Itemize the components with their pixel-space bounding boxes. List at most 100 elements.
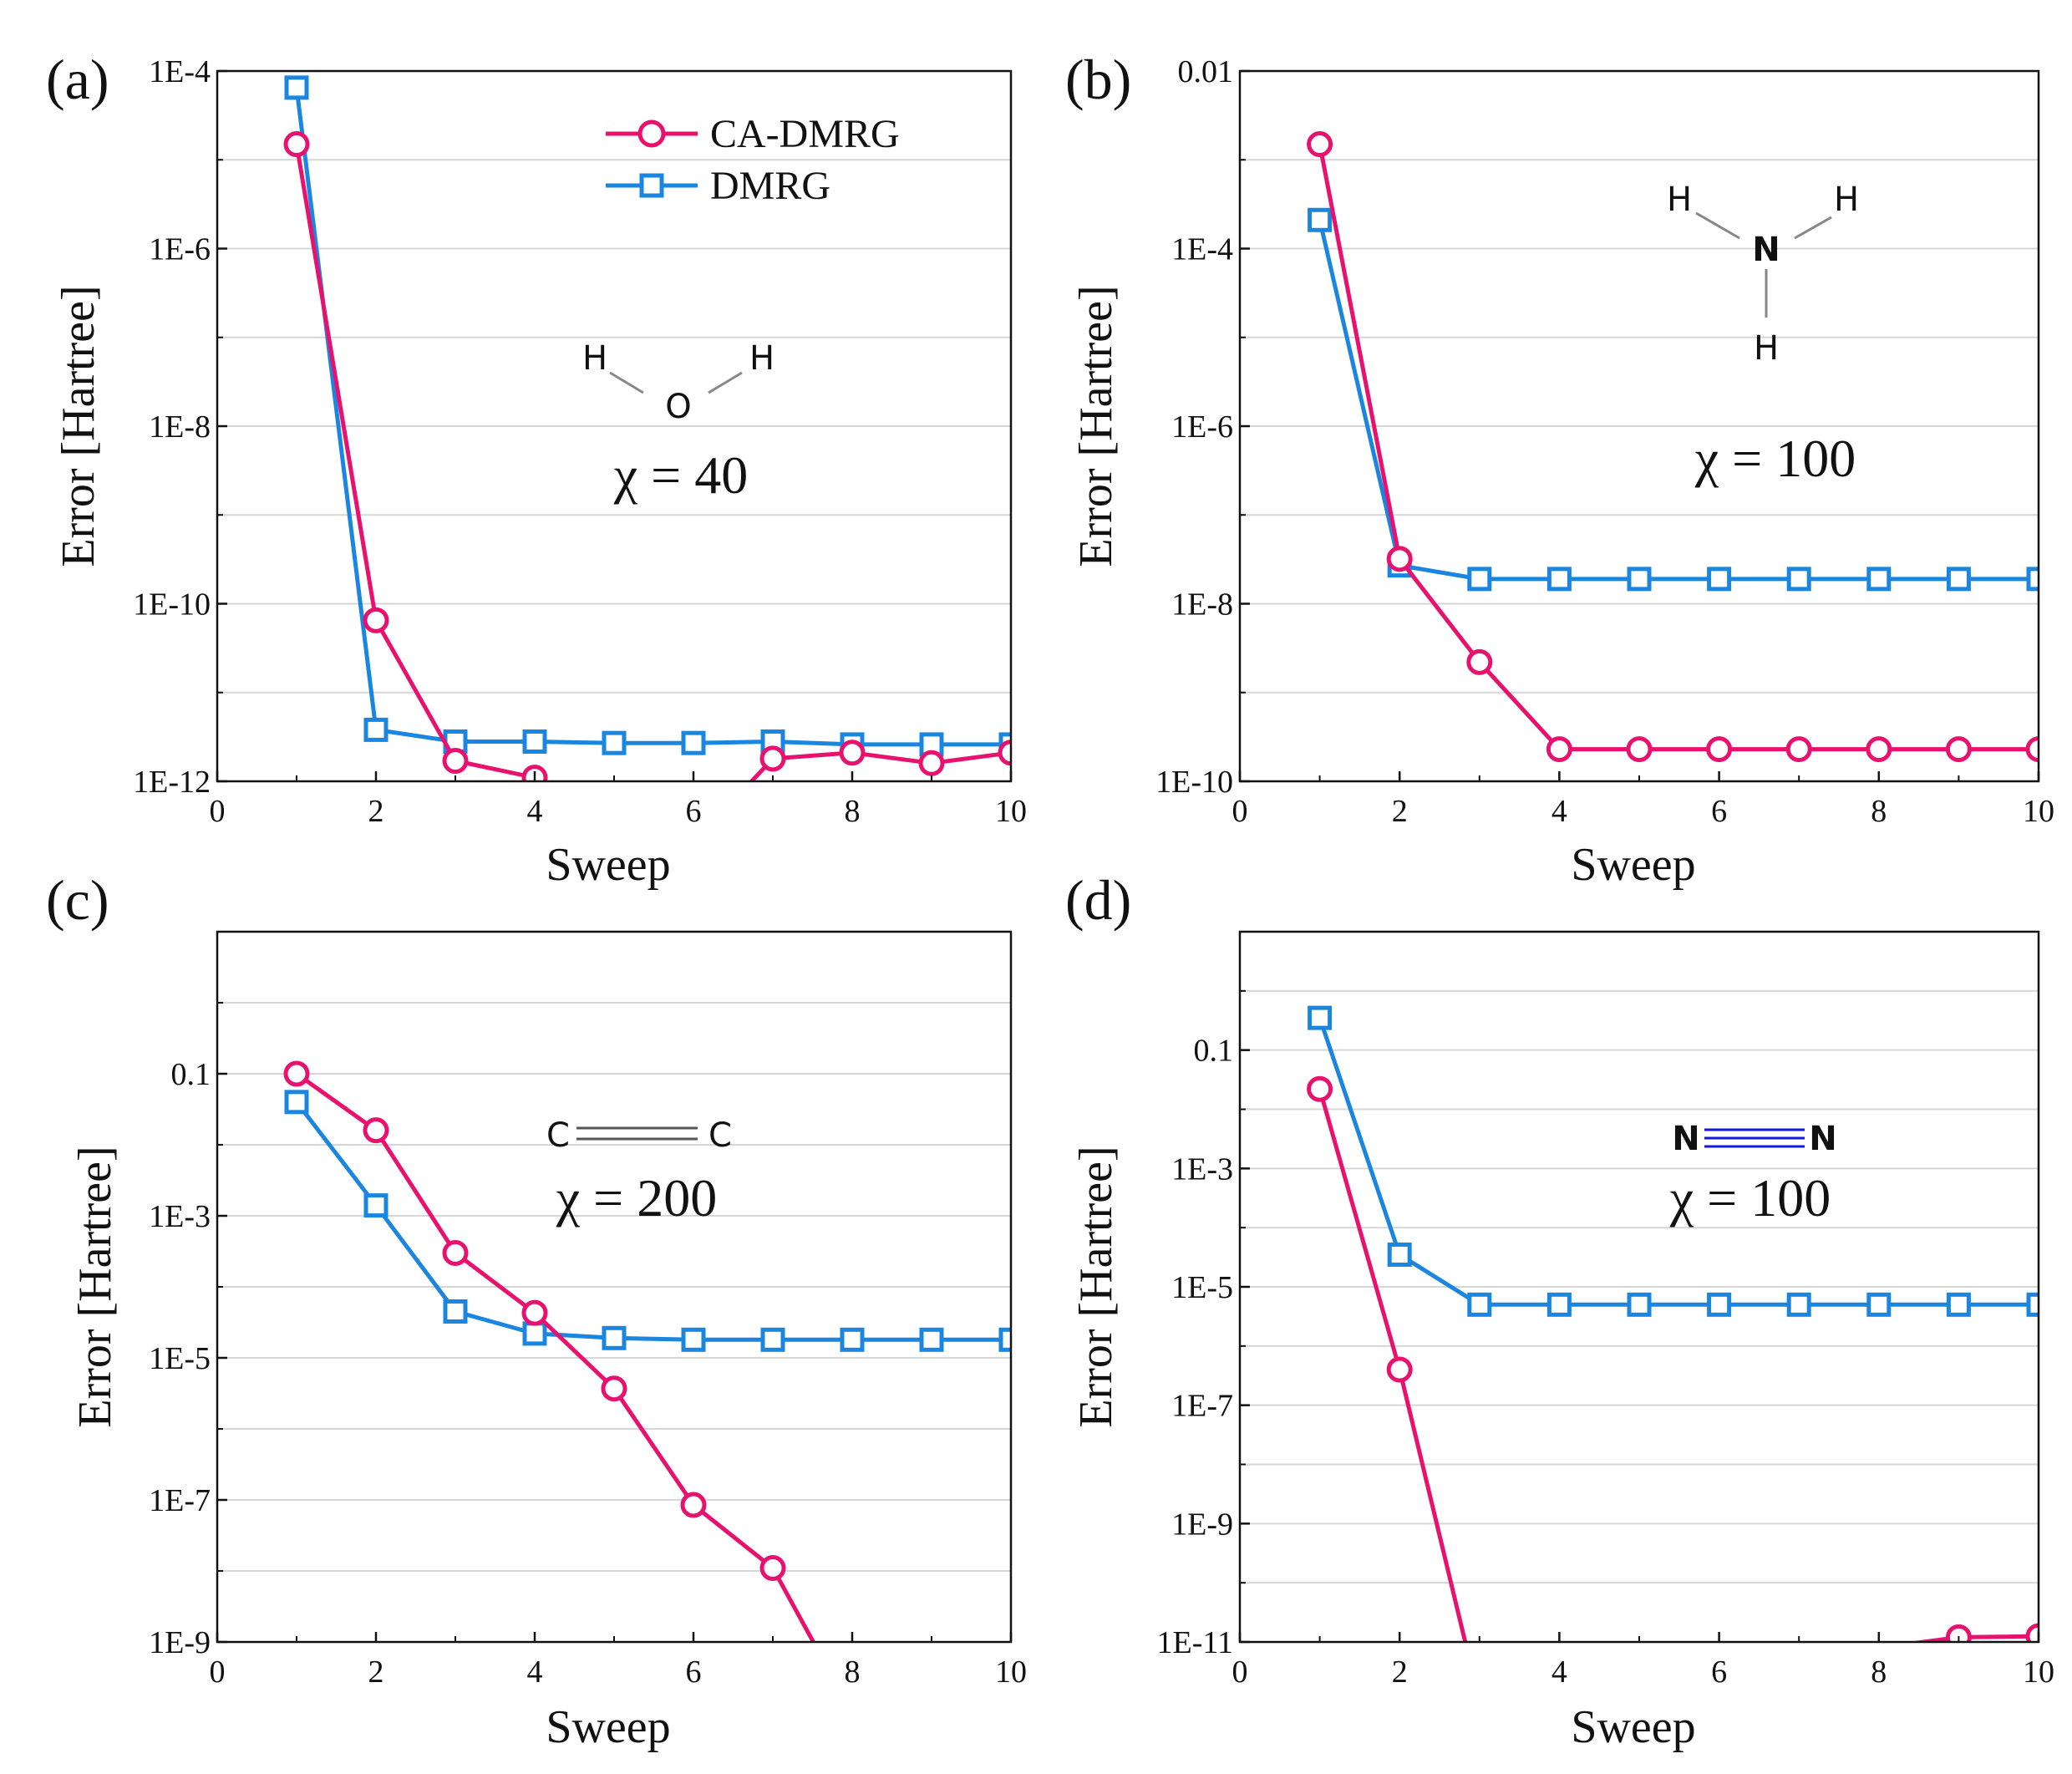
dmrg-point bbox=[840, 1327, 865, 1352]
dmrg-line bbox=[294, 87, 1011, 747]
ca-dmrg-point bbox=[442, 748, 469, 775]
ca-dmrg-point bbox=[841, 1702, 863, 1724]
y-tick-label: 1E-3 bbox=[149, 1199, 211, 1234]
y-tick-label: 1E-9 bbox=[149, 1625, 211, 1660]
dmrg-point bbox=[602, 1325, 627, 1350]
x-tick-label: 2 bbox=[1392, 794, 1408, 829]
atom-h-left: H bbox=[582, 339, 607, 378]
bond-oh-left bbox=[609, 371, 644, 394]
ca-dmrg-point bbox=[759, 745, 786, 772]
dmrg-point bbox=[522, 729, 547, 754]
dmrg-point bbox=[1546, 1292, 1572, 1317]
dmrg-point bbox=[1866, 1292, 1892, 1317]
dmrg-point bbox=[1308, 1005, 1333, 1030]
dmrg-line bbox=[1318, 219, 2039, 582]
atom-h-left: H bbox=[1667, 180, 1692, 219]
dmrg-point bbox=[1308, 207, 1333, 232]
panel-d-molecule: N N bbox=[1672, 1120, 1836, 1158]
panel-d-ylabel: Error [Hartree] bbox=[1070, 1146, 1122, 1427]
y-tick-label: 1E-7 bbox=[149, 1483, 211, 1518]
atom-h-bottom: H bbox=[1754, 329, 1779, 368]
y-tick-label: 1E-11 bbox=[1157, 1625, 1233, 1660]
ca-dmrg-point bbox=[1706, 736, 1733, 763]
panel-a-label: (a) bbox=[46, 48, 109, 111]
panel-d-xlabel: Sweep bbox=[1571, 1701, 1695, 1753]
x-tick-label: 2 bbox=[368, 794, 384, 829]
ca-dmrg-point bbox=[1546, 736, 1572, 763]
dmrg-point bbox=[602, 730, 627, 755]
x-tick-label: 4 bbox=[527, 1655, 543, 1690]
ca-dmrg-point bbox=[1307, 1075, 1333, 1102]
panel-d-ticks: 0.1 1E-3 1E-5 1E-7 1E-9 1E-110 2 4 6 8 10 bbox=[1157, 931, 2054, 1690]
x-tick-label: 6 bbox=[1711, 1655, 1727, 1690]
dmrg-point bbox=[363, 1193, 388, 1218]
dmrg-point bbox=[284, 75, 309, 100]
x-tick-label: 6 bbox=[686, 794, 702, 829]
dmrg-point bbox=[760, 1327, 785, 1352]
ca-dmrg-point bbox=[683, 832, 704, 854]
dmrg-point bbox=[1546, 567, 1572, 592]
ca-dmrg-point bbox=[521, 1299, 548, 1326]
panel-b-xlabel: Sweep bbox=[1571, 839, 1695, 891]
dmrg-point bbox=[998, 1327, 1011, 1352]
panel-d-series bbox=[1307, 1005, 2039, 1642]
ca-dmrg-point bbox=[759, 1554, 786, 1581]
atom-c-right: C bbox=[708, 1116, 732, 1155]
ca-dmrg-point bbox=[1386, 546, 1413, 572]
dmrg-point bbox=[284, 1090, 309, 1115]
ca-dmrg-point bbox=[283, 131, 310, 158]
x-tick-label: 4 bbox=[1551, 794, 1567, 829]
panel-a-legend: CA-DMRG DMRG bbox=[606, 112, 900, 208]
panel-a-grid bbox=[217, 159, 1011, 694]
panel-b-series bbox=[1307, 131, 2039, 763]
ca-dmrg-line bbox=[1318, 144, 2039, 752]
y-tick-label: 1E-7 bbox=[1171, 1389, 1233, 1424]
ca-dmrg-point bbox=[363, 607, 389, 633]
ca-dmrg-point bbox=[2025, 1623, 2039, 1642]
x-tick-label: 2 bbox=[1392, 1655, 1408, 1690]
dmrg-point bbox=[2026, 567, 2039, 592]
x-tick-label: 6 bbox=[686, 1655, 702, 1690]
dmrg-point bbox=[1866, 567, 1892, 592]
y-tick-label: 1E-8 bbox=[149, 409, 211, 445]
panel-c-xlabel: Sweep bbox=[546, 1701, 670, 1753]
panel-c-ylabel: Error [Hartree] bbox=[69, 1146, 121, 1427]
panel-b-label: (b) bbox=[1065, 48, 1131, 111]
ca-dmrg-point bbox=[2025, 736, 2039, 763]
x-tick-label: 8 bbox=[1871, 794, 1887, 829]
y-tick-label: 1E-5 bbox=[1171, 1270, 1233, 1305]
dmrg-point bbox=[681, 1327, 706, 1352]
dmrg-point bbox=[1946, 567, 1971, 592]
panel-b-grid bbox=[1240, 159, 2039, 694]
panel-c-series bbox=[283, 1060, 1011, 1724]
panel-d-grid bbox=[1240, 989, 2039, 1584]
panel-b: 0.01 1E-4 1E-6 1E-8 1E-100 2 4 6 8 10 (b) Sweep E… bbox=[1065, 48, 2054, 891]
panel-c-grid bbox=[217, 1002, 1011, 1572]
x-tick-label: 0 bbox=[1232, 1655, 1248, 1690]
ca-dmrg-line bbox=[294, 144, 1011, 781]
ca-dmrg-point bbox=[1626, 736, 1653, 763]
panel-d-label: (d) bbox=[1065, 868, 1131, 932]
ca-dmrg-point bbox=[1866, 736, 1892, 763]
panel-a-ticks: 1E-4 1E-6 1E-8 1E-10 1E-120 2 4 6 8 10 bbox=[133, 54, 1027, 829]
x-tick-label: 2 bbox=[368, 1655, 384, 1690]
dmrg-point bbox=[1627, 1292, 1652, 1317]
x-tick-label: 8 bbox=[1871, 1655, 1887, 1690]
y-tick-label: 1E-5 bbox=[149, 1341, 211, 1376]
bond-oh-right bbox=[708, 371, 743, 394]
dmrg-line bbox=[1318, 1017, 2039, 1307]
x-tick-label: 4 bbox=[1551, 1655, 1567, 1690]
ca-dmrg-point bbox=[918, 750, 945, 776]
ca-dmrg-point bbox=[839, 740, 866, 766]
y-tick-label: 1E-10 bbox=[1155, 765, 1233, 800]
y-tick-label: 0.1 bbox=[171, 1057, 211, 1092]
x-tick-label: 10 bbox=[2023, 1655, 2054, 1690]
x-tick-label: 8 bbox=[845, 794, 861, 829]
panel-d-chi: χ = 100 bbox=[1669, 1168, 1831, 1228]
x-tick-label: 0 bbox=[210, 1655, 226, 1690]
dmrg-point bbox=[1627, 567, 1652, 592]
atom-n: N bbox=[1752, 231, 1780, 269]
x-tick-label: 10 bbox=[2023, 794, 2054, 829]
dmrg-point bbox=[1707, 567, 1732, 592]
